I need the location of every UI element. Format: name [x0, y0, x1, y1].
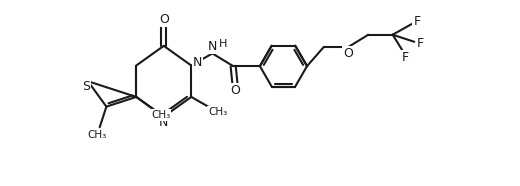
Text: F: F	[413, 15, 421, 28]
Text: CH₃: CH₃	[87, 130, 107, 140]
Text: F: F	[402, 51, 409, 64]
Text: CH₃: CH₃	[151, 110, 171, 120]
Text: O: O	[230, 84, 240, 97]
Text: O: O	[159, 13, 168, 26]
Text: O: O	[343, 47, 353, 60]
Text: N: N	[193, 56, 202, 69]
Text: CH₃: CH₃	[208, 107, 227, 117]
Text: F: F	[417, 37, 424, 50]
Text: H: H	[219, 39, 228, 49]
Text: S: S	[82, 80, 90, 93]
Text: N: N	[158, 116, 167, 129]
Text: N: N	[207, 40, 217, 53]
